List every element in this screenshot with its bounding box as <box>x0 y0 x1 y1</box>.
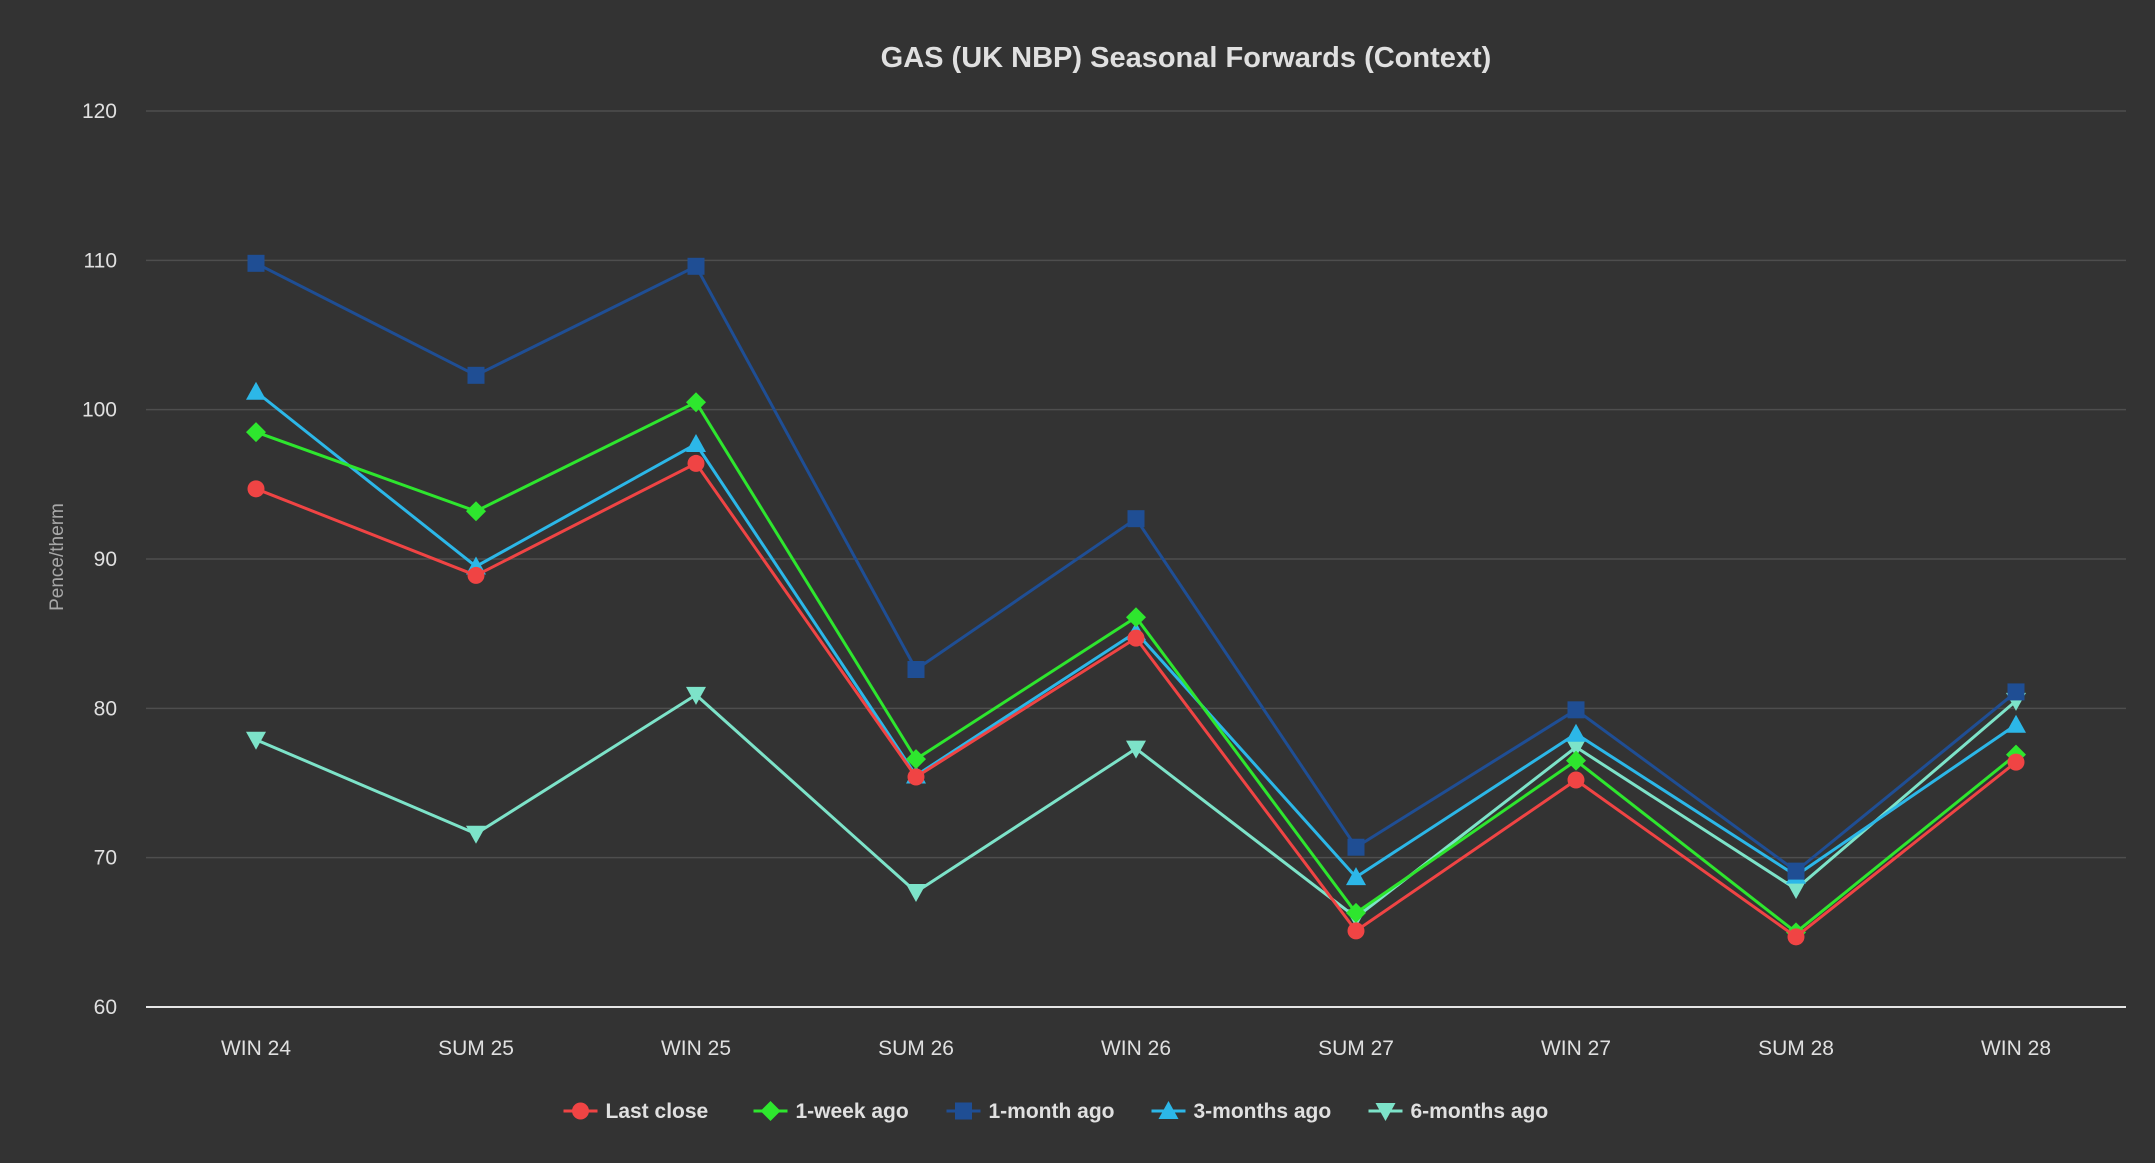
data-point-1-week-ago <box>466 501 486 522</box>
data-point-6-months-ago <box>906 884 926 903</box>
chart-title: GAS (UK NBP) Seasonal Forwards (Context) <box>881 42 1492 74</box>
data-point-last-close <box>1127 629 1145 647</box>
data-point-last-close <box>1787 928 1805 946</box>
series-1-month-ago <box>247 254 2025 880</box>
data-point-3-months-ago <box>1346 867 1366 886</box>
y-tick-label: 100 <box>82 399 117 422</box>
data-point-1-week-ago <box>1346 902 1366 923</box>
series-6-months-ago <box>246 686 2026 928</box>
data-point-1-week-ago <box>246 422 266 443</box>
data-point-1-month-ago <box>1567 701 1585 719</box>
data-point-1-week-ago <box>1126 607 1146 628</box>
x-axis-ticks: WIN 24 SUM 25 WIN 25 SUM 26 WIN 26 SUM 27 WIN … <box>221 1037 2051 1060</box>
data-point-1-week-ago <box>906 749 926 770</box>
data-point-last-close <box>2007 753 2025 771</box>
data-point-1-week-ago <box>686 392 706 413</box>
data-point-1-month-ago <box>1787 862 1805 880</box>
y-tick-label: 110 <box>84 249 117 272</box>
legend-item-1-month-ago[interactable]: 1-month ago <box>946 1100 1115 1123</box>
legend-label: 1-week ago <box>796 1100 909 1123</box>
legend-item-last-close[interactable]: Last close <box>563 1100 709 1123</box>
series-line-6-months-ago <box>255 693 2017 919</box>
x-tick-label: SUM 25 <box>438 1037 514 1060</box>
data-point-6-months-ago <box>466 825 486 844</box>
legend-item-3-months-ago[interactable]: 3-months ago <box>1151 1100 1332 1123</box>
y-tick-label: 70 <box>94 847 117 870</box>
legend-marker-1-week-ago <box>760 1101 781 1121</box>
data-point-1-week-ago <box>1566 750 1586 771</box>
legend-marker-6-months-ago <box>1375 1103 1396 1121</box>
legend-marker-3-months-ago <box>1158 1101 1179 1119</box>
data-point-6-months-ago <box>246 731 266 750</box>
legend-label: Last close <box>606 1100 709 1123</box>
y-tick-label: 90 <box>94 548 117 571</box>
grid-lines <box>146 110 2126 1008</box>
legend-item-6-months-ago[interactable]: 6-months ago <box>1368 1100 1549 1123</box>
data-point-1-month-ago <box>1127 510 1145 528</box>
y-tick-label: 120 <box>82 100 117 123</box>
data-point-6-months-ago <box>1786 881 1806 900</box>
data-point-3-months-ago <box>1566 723 1586 742</box>
legend-label: 3-months ago <box>1194 1100 1332 1123</box>
x-tick-label: WIN 24 <box>221 1037 291 1060</box>
data-point-6-months-ago <box>686 686 706 705</box>
y-axis-ticks: 60 70 80 90 100 110 120 <box>82 100 117 1019</box>
data-point-1-month-ago <box>2007 683 2025 701</box>
x-tick-label: WIN 28 <box>1981 1037 2051 1060</box>
data-point-3-months-ago <box>686 434 706 453</box>
series-line-1-month-ago <box>255 261 2017 873</box>
data-point-3-months-ago <box>2006 714 2026 733</box>
series-last-close <box>247 454 2025 946</box>
data-point-last-close <box>907 768 925 786</box>
x-tick-label: WIN 26 <box>1101 1037 1171 1060</box>
x-tick-label: SUM 27 <box>1318 1037 1394 1060</box>
y-tick-label: 60 <box>94 996 117 1019</box>
legend-label: 1-month ago <box>989 1100 1115 1123</box>
legend-item-1-week-ago[interactable]: 1-week ago <box>753 1100 909 1123</box>
series-line-1-week-ago <box>255 400 2017 934</box>
x-tick-label: WIN 25 <box>661 1037 731 1060</box>
data-point-last-close <box>247 480 265 498</box>
data-point-last-close <box>1567 771 1585 789</box>
series-1-week-ago <box>246 392 2026 943</box>
data-point-1-month-ago <box>467 366 485 384</box>
data-point-last-close <box>1347 922 1365 940</box>
series-group <box>246 254 2026 946</box>
y-tick-label: 80 <box>94 697 117 720</box>
x-tick-label: WIN 27 <box>1541 1037 1611 1060</box>
x-tick-label: SUM 26 <box>878 1037 954 1060</box>
y-axis-title: Pence/therm <box>47 503 68 611</box>
data-point-6-months-ago <box>1566 739 1586 758</box>
legend-marker-last-close <box>572 1102 589 1120</box>
data-point-last-close <box>467 566 485 584</box>
data-point-1-month-ago <box>907 661 925 679</box>
data-point-6-months-ago <box>1126 740 1146 759</box>
legend: Last close 1-week ago 1-month ago 3-months … <box>563 1100 1549 1123</box>
legend-label: 6-months ago <box>1411 1100 1549 1123</box>
series-line-last-close <box>255 461 2017 939</box>
data-point-3-months-ago <box>246 381 266 400</box>
data-point-1-month-ago <box>1347 838 1365 856</box>
x-tick-label: SUM 28 <box>1758 1037 1834 1060</box>
data-point-last-close <box>687 454 705 472</box>
legend-marker-1-month-ago <box>955 1102 972 1120</box>
data-point-1-month-ago <box>247 254 265 272</box>
data-point-1-month-ago <box>687 257 705 275</box>
